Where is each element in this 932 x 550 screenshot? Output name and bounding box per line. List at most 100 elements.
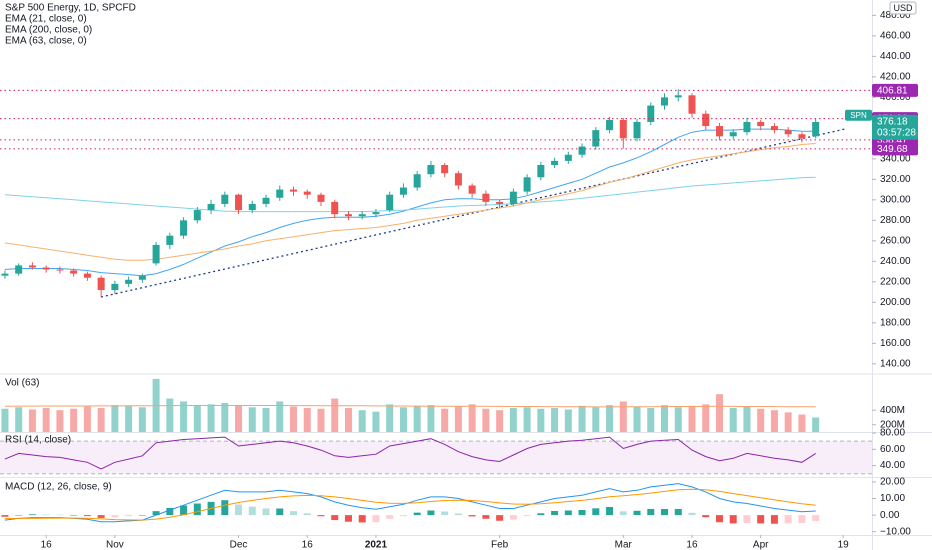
countdown: 03:57:28	[877, 127, 916, 138]
volume-bar	[523, 407, 531, 432]
histogram-bar	[784, 515, 792, 524]
y-tick-label: 220.00	[880, 276, 911, 287]
volume-bar	[578, 405, 586, 432]
volume-bar	[193, 405, 201, 432]
histogram-bar	[221, 500, 229, 516]
histogram-bar	[427, 510, 435, 516]
volume-bar	[468, 404, 476, 432]
x-tick-label: Apr	[753, 540, 769, 550]
histogram-bar	[248, 506, 256, 516]
candle-body	[386, 194, 394, 211]
histogram-bar	[70, 515, 78, 516]
candle-body	[564, 154, 572, 161]
histogram-bar	[399, 515, 407, 517]
candle-body	[509, 191, 517, 204]
volume-bar	[83, 406, 91, 432]
candle-body	[798, 134, 806, 139]
x-tick-label: 16	[302, 540, 314, 550]
y-tick-label: 60.00	[880, 444, 905, 455]
candle-body	[262, 197, 270, 204]
candle-body	[56, 269, 64, 271]
volume-bar	[331, 398, 339, 432]
histogram-bar	[42, 514, 50, 516]
histogram-bar	[166, 507, 174, 516]
x-tick-label: Nov	[106, 540, 124, 550]
pane-title: RSI (14, close)	[5, 435, 71, 446]
histogram-bar	[372, 515, 380, 523]
candle-body	[784, 130, 792, 135]
histogram-bar	[715, 515, 723, 523]
volume-bar	[413, 405, 421, 432]
candle-body	[496, 201, 504, 204]
legend-entry: EMA (63, close, 0)	[5, 36, 87, 47]
volume-bar	[317, 408, 325, 432]
volume-bar	[757, 408, 765, 432]
volume-bar	[166, 398, 174, 432]
volume-bar	[454, 406, 462, 432]
histogram-bar	[152, 511, 160, 516]
y-tick-label: 140.00	[880, 358, 911, 369]
histogram-bar	[454, 513, 462, 516]
candle-body	[1, 273, 9, 276]
candle-body	[619, 119, 627, 139]
volume-bar	[290, 406, 298, 432]
volume-bar	[399, 407, 407, 432]
histogram-bar	[193, 503, 201, 516]
candle-body	[812, 121, 820, 137]
histogram-bar	[83, 515, 91, 517]
candle-body	[276, 189, 284, 198]
histogram-bar	[303, 513, 311, 516]
y-tick-label: −10.00	[880, 526, 911, 537]
volume-bar	[235, 405, 243, 432]
y-tick-label: 20.00	[880, 477, 905, 488]
y-tick-label: 460.00	[880, 31, 911, 42]
candle-body	[70, 270, 78, 274]
y-tick-label: 160.00	[880, 338, 911, 349]
trendline	[100, 128, 846, 298]
histogram-bar	[111, 515, 119, 518]
volume-bar	[207, 404, 215, 432]
candle-body	[331, 201, 339, 215]
candle-body	[427, 164, 435, 175]
candle-body	[248, 203, 256, 211]
volume-bar	[606, 405, 614, 432]
candle-body	[729, 132, 737, 137]
y-tick-label: 200.00	[880, 297, 911, 308]
histogram-bar	[331, 515, 339, 521]
histogram-bar	[661, 508, 669, 516]
y-tick-label: 280.00	[880, 215, 911, 226]
x-tick-label: 16	[686, 540, 698, 550]
candle-body	[207, 203, 215, 211]
histogram-bar	[647, 508, 655, 516]
x-tick-label: Dec	[230, 540, 248, 550]
currency[interactable]: USD	[893, 3, 913, 13]
labels: S&P 500 Energy, 1D, SPCFD EMA (21, close…	[5, 1, 917, 493]
volume-bar	[537, 408, 545, 432]
candle-body	[235, 194, 243, 211]
x-tick-label: 19	[838, 540, 850, 550]
candle-body	[606, 119, 614, 131]
candle-body	[441, 164, 449, 174]
candle-body	[688, 95, 696, 114]
histogram-bar	[290, 511, 298, 516]
histogram-bar	[606, 506, 614, 516]
volume-bar	[729, 408, 737, 432]
volume-bar	[138, 407, 146, 432]
candle-body	[537, 164, 545, 178]
line	[4, 128, 816, 277]
currency-box[interactable]	[889, 1, 917, 15]
volume-bar	[303, 408, 311, 432]
candle-body	[111, 283, 119, 291]
histogram-bar	[757, 515, 765, 524]
candle-body	[523, 177, 531, 192]
x-tick-label: Feb	[491, 540, 509, 550]
histogram-bar	[344, 515, 352, 522]
candle-body	[647, 105, 655, 122]
candle-body	[97, 277, 105, 291]
histogram-bar	[578, 509, 586, 516]
histogram-bar	[729, 515, 737, 524]
candle-body	[633, 121, 641, 139]
line	[4, 405, 816, 408]
